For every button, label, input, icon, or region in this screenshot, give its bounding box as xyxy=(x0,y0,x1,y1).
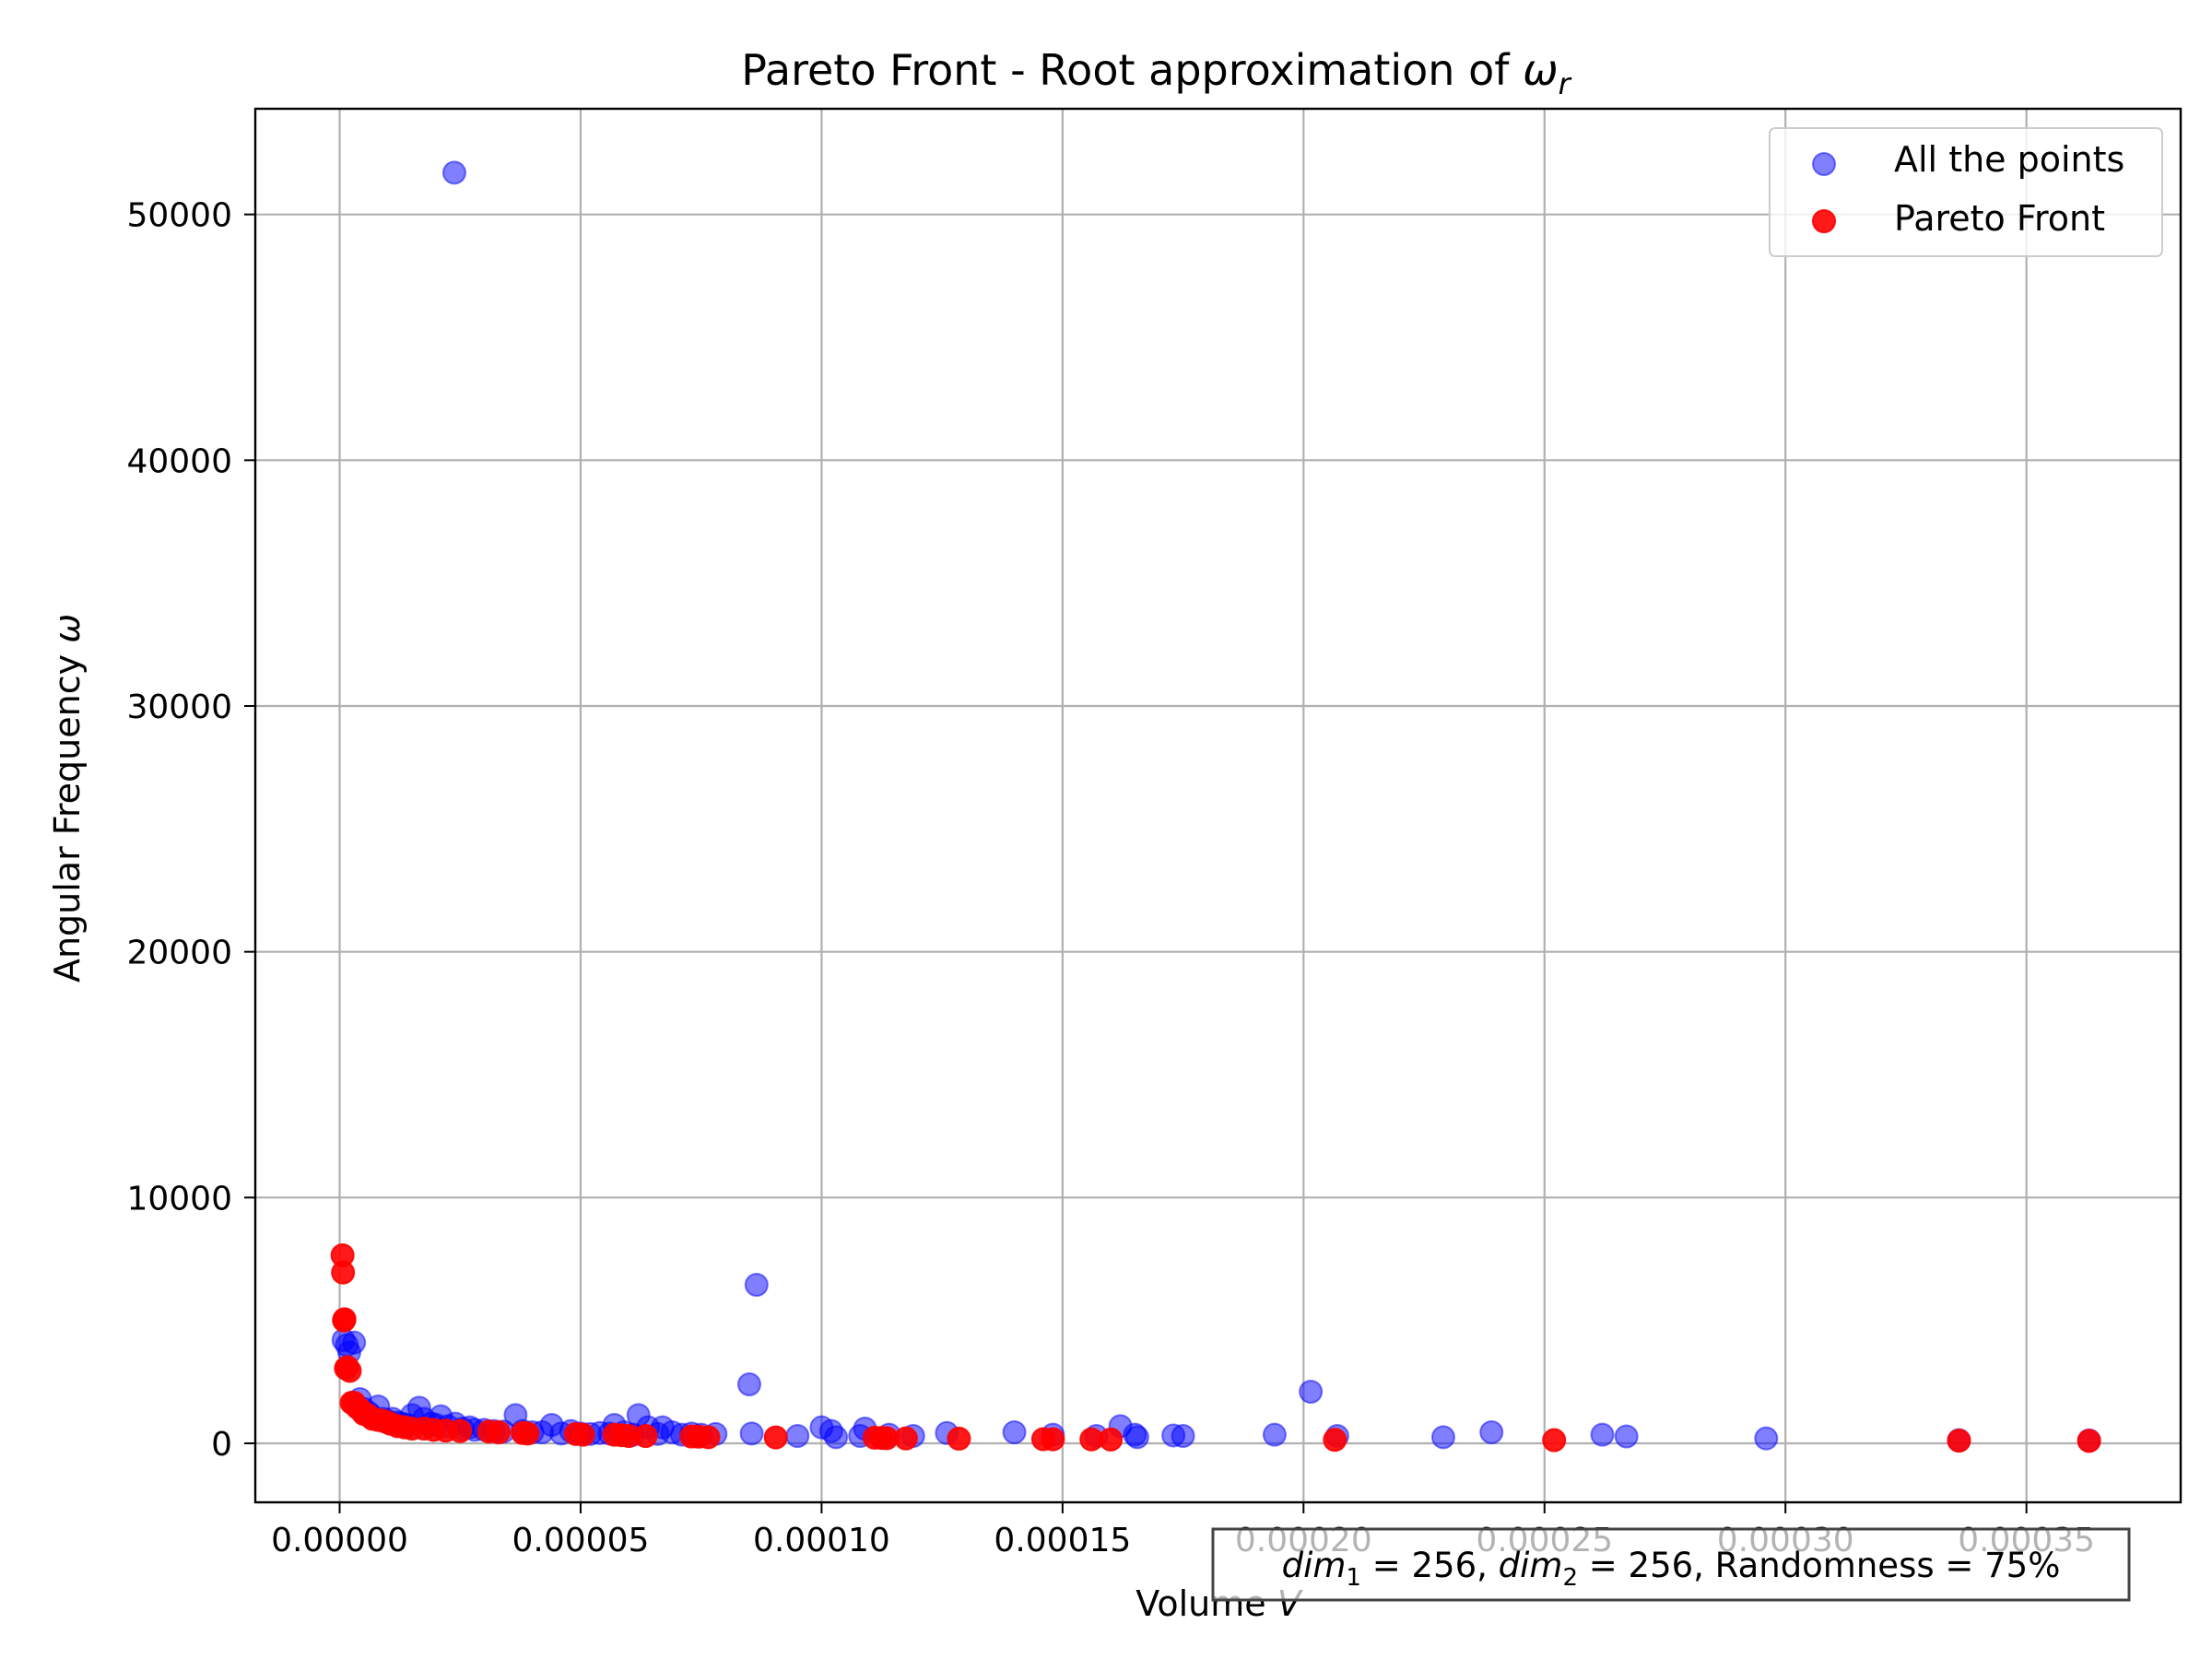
plot-frame xyxy=(253,107,2183,1504)
all-points-marker xyxy=(342,1330,367,1355)
all-points-marker xyxy=(1754,1426,1779,1451)
annotation-text: dim1 = 256, dim2 = 256, Randomness = 75% xyxy=(1282,1546,2061,1592)
x-tick-label: 0.00015 xyxy=(994,1522,1131,1559)
legend-marker-all-points xyxy=(1812,152,1836,176)
pareto-front-marker xyxy=(487,1420,512,1444)
all-points-marker xyxy=(1171,1424,1195,1448)
all-points-marker xyxy=(1479,1420,1504,1444)
chart-title: Pareto Front - Root approximation of ωr xyxy=(741,45,1571,101)
legend-label-pareto-front: Pareto Front xyxy=(1894,198,2105,239)
x-tick-label: 0.00010 xyxy=(753,1522,890,1559)
all-points-marker xyxy=(1590,1422,1615,1447)
x-tick-label: 0.00000 xyxy=(271,1522,408,1559)
y-tick-label: 20000 xyxy=(126,935,232,972)
y-tick-label: 40000 xyxy=(126,442,232,480)
legend-marker-pareto-front xyxy=(1812,209,1836,233)
pareto-front-marker xyxy=(337,1359,362,1383)
y-axis-ticks: 0 10000 20000 30000 40000 50000 xyxy=(126,197,255,1464)
pareto-front-marker xyxy=(515,1421,540,1446)
legend-label-all-points: All the points xyxy=(1894,139,2124,180)
y-tick-label: 50000 xyxy=(126,197,232,235)
y-axis-label: Angular Frequency ω xyxy=(47,614,88,982)
all-points-series xyxy=(331,160,2101,1453)
all-points-marker xyxy=(1299,1380,1324,1404)
pareto-front-marker xyxy=(1323,1428,1347,1453)
y-tick-label: 30000 xyxy=(126,688,232,726)
x-tick-label: 0.00005 xyxy=(512,1522,650,1559)
all-points-marker xyxy=(739,1421,764,1446)
all-points-marker xyxy=(441,160,466,185)
all-points-marker xyxy=(824,1425,849,1450)
pareto-front-marker xyxy=(571,1422,595,1447)
y-tick-label: 0 xyxy=(211,1426,232,1464)
pareto-front-marker xyxy=(1542,1428,1567,1453)
y-tick-label: 10000 xyxy=(126,1180,232,1218)
pareto-front-marker xyxy=(696,1425,721,1450)
pareto-front-marker xyxy=(633,1424,658,1448)
pareto-front-marker xyxy=(1947,1429,1971,1453)
parameter-annotation: dim1 = 256, dim2 = 256, Randomness = 75% xyxy=(1211,1527,2131,1602)
all-points-marker xyxy=(1262,1422,1287,1447)
pareto-front-marker xyxy=(1041,1427,1065,1452)
all-points-marker xyxy=(1002,1420,1027,1444)
legend: All the points Pareto Front xyxy=(1769,127,2163,257)
all-points-marker xyxy=(1430,1425,1455,1450)
all-points-marker xyxy=(736,1372,761,1396)
pareto-front-marker xyxy=(2077,1429,2101,1453)
pareto-front-marker xyxy=(332,1307,357,1332)
all-points-marker xyxy=(1124,1425,1149,1450)
pareto-front-marker xyxy=(331,1260,356,1285)
all-points-marker xyxy=(785,1424,810,1448)
grid-lines xyxy=(255,109,2181,1502)
all-points-marker xyxy=(744,1273,769,1297)
pareto-front-marker xyxy=(1099,1427,1124,1452)
pareto-front-marker xyxy=(448,1418,473,1443)
pareto-front-marker xyxy=(763,1425,788,1450)
pareto-front-marker xyxy=(893,1426,918,1451)
all-points-marker xyxy=(1614,1424,1639,1449)
pareto-front-marker xyxy=(947,1426,971,1451)
pareto-front-series xyxy=(330,1243,2101,1453)
